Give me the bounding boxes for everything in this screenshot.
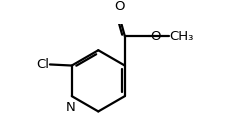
Text: N: N [66,100,76,113]
Text: Cl: Cl [36,58,49,71]
Text: O: O [150,29,160,42]
Text: CH₃: CH₃ [170,29,194,42]
Text: O: O [114,0,125,13]
